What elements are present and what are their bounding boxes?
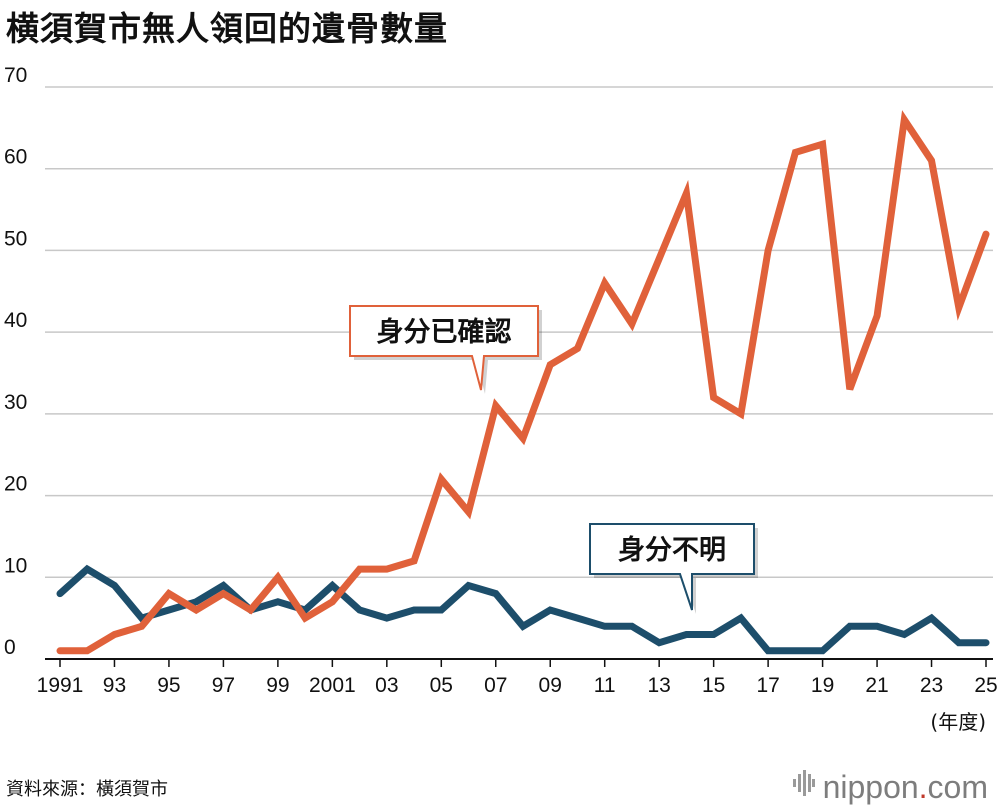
- x-tick-label: 19: [811, 674, 834, 697]
- brand-dot: .: [918, 768, 928, 805]
- y-tick-label: 30: [4, 391, 27, 414]
- x-tick-label: 97: [212, 674, 235, 697]
- x-tick-label: 95: [157, 674, 180, 697]
- series-line-identified: [56, 110, 990, 655]
- x-axis-unit-label: (年度): [930, 710, 986, 734]
- callout-label: 身分不明: [618, 534, 726, 566]
- x-tick-label: 17: [756, 674, 779, 697]
- x-tick-label: 15: [702, 674, 725, 697]
- gridlines: [45, 86, 993, 660]
- callout-identified: 身分已確認: [349, 305, 542, 394]
- y-tick-label: 0: [4, 636, 16, 659]
- y-tick-label: 10: [4, 554, 27, 577]
- source-note: 資料來源：橫須賀市: [6, 779, 168, 800]
- callout-label: 身分已確認: [377, 316, 512, 348]
- callout-unidentified: 身分不明: [589, 523, 758, 614]
- x-tick-label: 09: [539, 674, 562, 697]
- y-tick-label: 50: [4, 227, 27, 250]
- y-tick-label: 40: [4, 309, 27, 332]
- x-tick-label: 2001: [309, 674, 356, 697]
- y-tick-label: 20: [4, 473, 27, 496]
- brand-suffix: com: [927, 768, 988, 805]
- x-tick-label: 11: [594, 674, 616, 697]
- callout-box: [349, 305, 539, 391]
- x-tick-label: 99: [266, 674, 289, 697]
- brand-name: nippon: [822, 768, 919, 805]
- series-lines: [56, 110, 990, 655]
- callout-box: [589, 523, 755, 611]
- series-line-unidentified: [56, 564, 990, 655]
- y-tick-label: 70: [4, 64, 27, 87]
- x-tick-label: 21: [865, 674, 888, 697]
- x-tick-label: 23: [920, 674, 943, 697]
- x-tick-label: 05: [430, 674, 453, 697]
- x-tick-label: 93: [103, 674, 126, 697]
- chart-title: 横須賀市無人領回的遺骨數量: [6, 9, 448, 48]
- brand-logo: nippon. com: [792, 768, 988, 806]
- x-tick-label: 1991: [37, 674, 84, 697]
- nippon-logo-icon: [792, 768, 815, 806]
- x-tick-label: 03: [375, 674, 398, 697]
- y-tick-label: 60: [4, 146, 27, 169]
- y-axis-tick-labels: 0 10 20 30 40 50 60 70: [4, 64, 27, 659]
- x-tick-label: 13: [647, 674, 670, 697]
- x-tick-label: 25: [974, 674, 997, 697]
- x-tick-label: 07: [484, 674, 507, 697]
- x-axis-tick-labels: 1991 93 95 97 99 2001 03 05 07 09 11 13 15 17 19 21 23 25…: [37, 659, 998, 734]
